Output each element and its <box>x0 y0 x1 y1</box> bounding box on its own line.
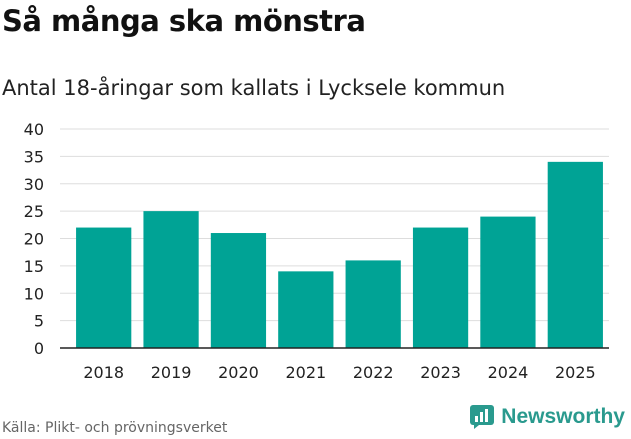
x-tick-label: 2019 <box>151 363 192 382</box>
bar <box>345 260 401 348</box>
bar <box>143 211 199 348</box>
x-tick-label: 2023 <box>420 363 461 382</box>
source-note: Källa: Plikt- och prövningsverket <box>2 420 228 436</box>
y-tick-label: 30 <box>24 175 44 194</box>
bar <box>412 227 469 348</box>
chart-title: Så många ska mönstra <box>2 4 366 38</box>
x-tick-label: 2020 <box>218 363 259 382</box>
x-tick-label: 2018 <box>83 363 124 382</box>
y-tick-label: 15 <box>24 257 44 276</box>
y-tick-label: 0 <box>34 339 44 358</box>
chart-subtitle: Antal 18-åringar som kallats i Lycksele … <box>2 76 506 100</box>
y-tick-label: 5 <box>34 312 44 331</box>
x-tick-label: 2022 <box>353 363 394 382</box>
brand-logo: Newsworthy <box>469 404 625 430</box>
x-tick-label: 2024 <box>488 363 529 382</box>
x-tick-label: 2025 <box>555 363 596 382</box>
bar <box>278 271 334 348</box>
bar <box>480 216 536 348</box>
bar <box>76 227 132 348</box>
brand-name: Newsworthy <box>501 405 625 428</box>
y-tick-label: 10 <box>24 284 44 303</box>
y-tick-label: 25 <box>24 202 44 221</box>
y-tick-label: 40 <box>24 120 44 139</box>
bar <box>210 233 267 348</box>
x-tick-label: 2021 <box>285 363 326 382</box>
bar <box>547 161 603 348</box>
y-tick-label: 20 <box>24 230 44 249</box>
y-tick-label: 35 <box>24 147 44 166</box>
newsworthy-logo-icon <box>470 405 495 429</box>
